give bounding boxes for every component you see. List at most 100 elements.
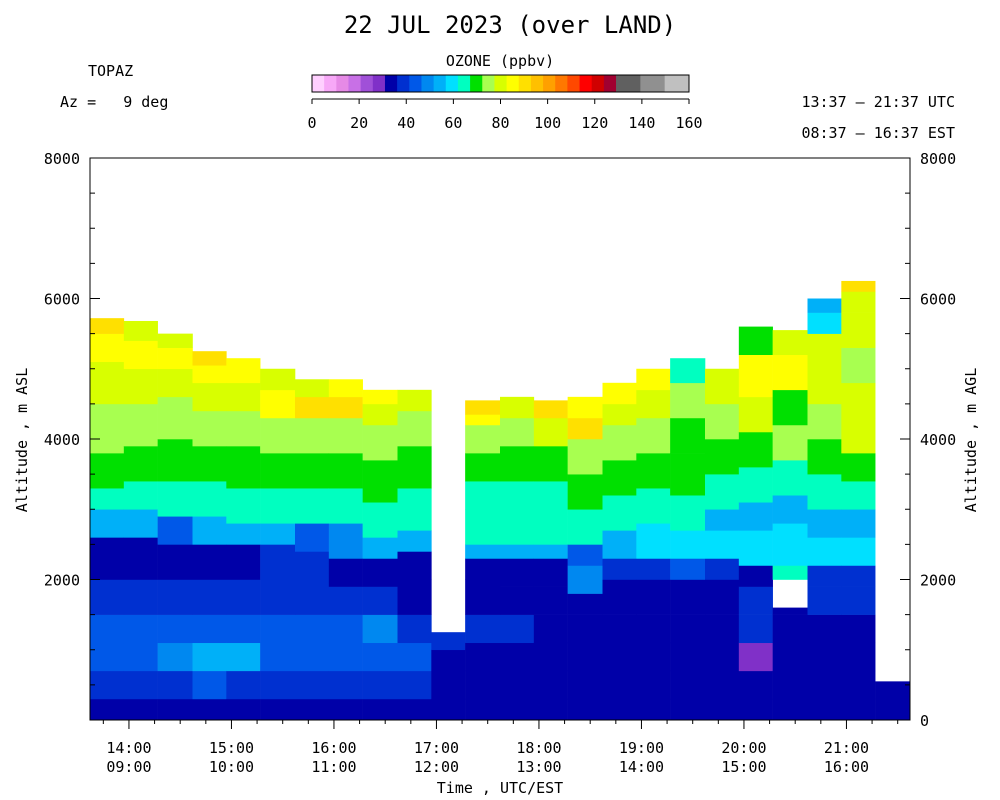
ozone-cell bbox=[260, 389, 296, 419]
ozone-cell bbox=[841, 565, 876, 587]
ozone-cell bbox=[226, 642, 261, 672]
ozone-cell bbox=[738, 586, 773, 615]
ozone-cell bbox=[157, 670, 193, 700]
ozone-cell bbox=[328, 586, 363, 615]
ozone-cell bbox=[260, 670, 296, 700]
ozone-cell bbox=[738, 565, 773, 587]
ozone-cell bbox=[670, 670, 706, 700]
colorbar-swatch bbox=[579, 75, 593, 92]
ozone-cell bbox=[157, 439, 193, 482]
colorbar-swatch bbox=[445, 75, 459, 92]
ozone-cell bbox=[465, 424, 501, 454]
axis-ticks: 20004000600080000200040006000800014:0009… bbox=[44, 150, 956, 776]
ozone-cell bbox=[670, 530, 706, 559]
ozone-cell bbox=[465, 414, 501, 426]
ozone-cell bbox=[157, 516, 193, 545]
ozone-cell bbox=[738, 642, 773, 672]
ozone-cell bbox=[157, 614, 193, 644]
ozone-cell bbox=[465, 670, 501, 700]
ozone-cell bbox=[807, 670, 842, 700]
ozone-cell bbox=[567, 698, 603, 721]
ozone-cell bbox=[841, 347, 876, 384]
ozone-cell bbox=[807, 298, 842, 313]
ozone-cell bbox=[533, 446, 568, 482]
ozone-cell bbox=[567, 474, 603, 510]
ozone-cell bbox=[192, 446, 227, 482]
ozone-cell bbox=[705, 368, 740, 405]
ozone-cell bbox=[157, 579, 193, 615]
ozone-cell bbox=[90, 509, 125, 538]
ozone-cell bbox=[841, 312, 876, 348]
ozone-cell bbox=[841, 291, 876, 313]
ozone-cell bbox=[123, 670, 158, 700]
ozone-cell bbox=[295, 396, 330, 419]
ozone-cell bbox=[226, 523, 261, 545]
ozone-cell bbox=[636, 670, 671, 700]
colorbar-swatch bbox=[628, 75, 641, 92]
ozone-cell bbox=[362, 403, 398, 426]
ozone-cell bbox=[567, 509, 603, 545]
ozone-cell bbox=[841, 537, 876, 566]
ozone-cell bbox=[670, 382, 706, 419]
ozone-cell bbox=[362, 698, 398, 721]
colorbar-tick-label: 40 bbox=[397, 114, 415, 132]
ozone-cell bbox=[328, 558, 363, 587]
ozone-cell bbox=[772, 354, 808, 391]
ozone-cell bbox=[807, 333, 842, 370]
ozone-cell bbox=[328, 523, 363, 559]
ozone-cell bbox=[533, 400, 568, 419]
ozone-cell bbox=[807, 698, 842, 721]
ozone-cell bbox=[465, 509, 501, 545]
ozone-cell bbox=[636, 523, 671, 559]
x-tick-label-utc: 17:00 bbox=[414, 739, 459, 757]
ozone-cell bbox=[397, 446, 432, 489]
ozone-cell bbox=[123, 698, 158, 721]
ozone-cell bbox=[362, 670, 398, 700]
ozone-cell bbox=[602, 670, 637, 700]
ozone-cell bbox=[738, 431, 773, 468]
ozone-cell bbox=[738, 326, 773, 355]
ozone-cell bbox=[533, 614, 568, 644]
ozone-cell bbox=[602, 530, 637, 559]
colorbar-swatch bbox=[348, 75, 362, 92]
ozone-cell bbox=[123, 642, 158, 672]
y-tick-label-right: 6000 bbox=[920, 291, 956, 309]
ozone-cell bbox=[465, 453, 501, 482]
ozone-cell bbox=[123, 368, 158, 405]
ozone-cell bbox=[772, 614, 808, 644]
ozone-cell bbox=[465, 642, 501, 672]
ozone-cell bbox=[636, 558, 671, 580]
ozone-cell bbox=[533, 698, 568, 721]
ozone-cell bbox=[397, 698, 432, 721]
ozone-cell bbox=[90, 614, 125, 644]
ozone-cell bbox=[226, 579, 261, 615]
x-axis-label: Time , UTC/EST bbox=[437, 779, 563, 797]
colorbar-swatch bbox=[530, 75, 544, 92]
ozone-cell bbox=[636, 698, 671, 721]
y-tick-label-left: 2000 bbox=[44, 572, 80, 590]
ozone-cell bbox=[123, 320, 158, 341]
ozone-cell bbox=[465, 481, 501, 510]
ozone-cell bbox=[465, 614, 501, 644]
colorbar-swatch bbox=[591, 75, 605, 92]
ozone-cell bbox=[295, 523, 330, 552]
ozone-cell bbox=[841, 614, 876, 644]
colorbar-swatch bbox=[518, 75, 532, 92]
ozone-cell bbox=[226, 544, 261, 580]
ozone-cell bbox=[260, 544, 296, 580]
ozone-cell bbox=[431, 670, 466, 700]
ozone-cell bbox=[123, 403, 158, 447]
colorbar-swatch bbox=[603, 75, 617, 92]
ozone-cell bbox=[192, 365, 227, 384]
ozone-cell bbox=[465, 558, 501, 580]
colorbar-tick-label: 100 bbox=[534, 114, 561, 132]
ozone-cell bbox=[397, 551, 432, 580]
ozone-cell bbox=[841, 417, 876, 454]
ozone-cell bbox=[567, 439, 603, 475]
ozone-cell bbox=[670, 698, 706, 721]
ozone-cell bbox=[567, 565, 603, 594]
y-tick-label-left: 8000 bbox=[44, 150, 80, 168]
ozone-cell bbox=[362, 460, 398, 503]
ozone-cell bbox=[670, 558, 706, 580]
y-axis-label-right: Altitude , m AGL bbox=[962, 368, 980, 513]
